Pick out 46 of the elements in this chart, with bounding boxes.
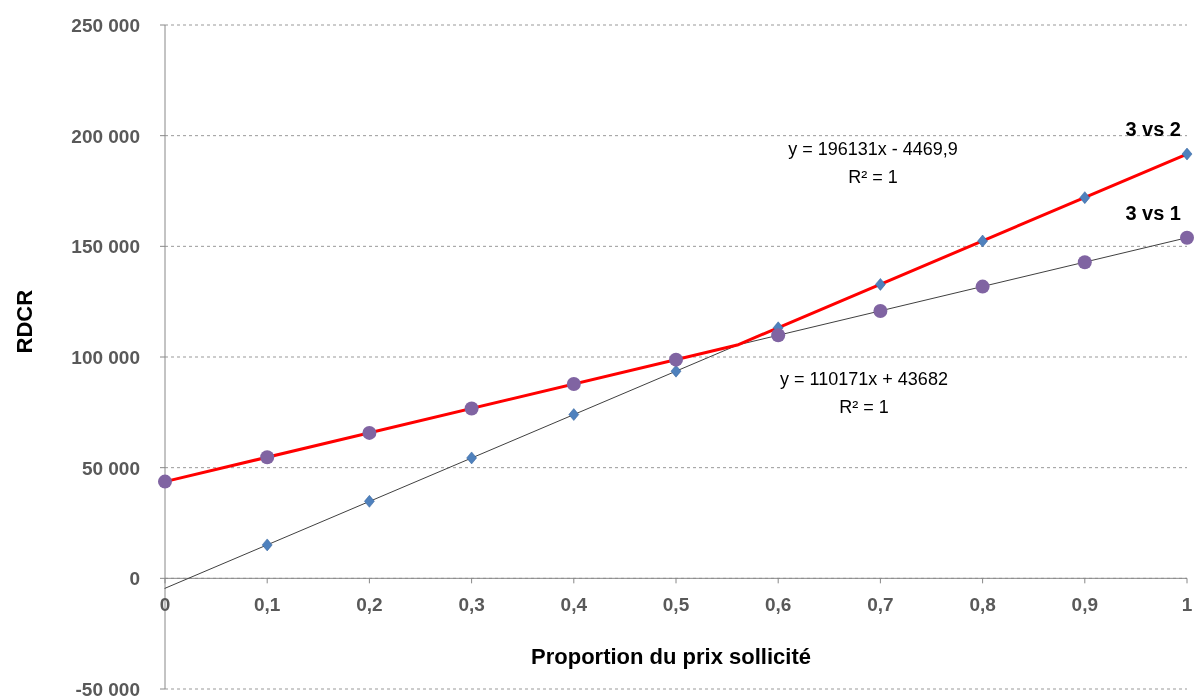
x-axis-title: Proportion du prix sollicité bbox=[531, 644, 811, 670]
x-tick-label: 0,5 bbox=[662, 594, 690, 616]
annotation: R² = 1 bbox=[848, 167, 898, 187]
point bbox=[364, 495, 375, 508]
point bbox=[566, 377, 581, 391]
point bbox=[670, 364, 682, 378]
point bbox=[1077, 255, 1092, 270]
x-tick-label: 0,8 bbox=[969, 594, 996, 616]
point bbox=[158, 474, 172, 489]
y-tick-label: -50 000 bbox=[75, 679, 140, 700]
x-tick-label: 0,7 bbox=[867, 594, 894, 616]
x-tick-label: 0,4 bbox=[560, 594, 588, 616]
x-tick-label: 1 bbox=[1181, 594, 1193, 616]
x-tick-label: 0,3 bbox=[458, 594, 485, 616]
point bbox=[875, 278, 886, 291]
series-label: 3 vs 2 bbox=[1125, 118, 1181, 141]
y-tick-label: 0 bbox=[129, 568, 140, 590]
y-tick-label: 200 000 bbox=[71, 125, 140, 147]
x-tick-label: 0,1 bbox=[253, 594, 281, 616]
y-tick-label: 50 000 bbox=[81, 457, 140, 479]
x-tick-label: 0,2 bbox=[356, 594, 383, 616]
y-tick-label: 100 000 bbox=[71, 347, 140, 368]
point bbox=[464, 401, 479, 416]
x-tick-label: 0 bbox=[159, 594, 171, 616]
point bbox=[669, 352, 683, 367]
x-tick-label: 0,6 bbox=[764, 594, 792, 616]
annotation: R² = 1 bbox=[839, 397, 889, 417]
y-axis-title: RDCR bbox=[12, 289, 37, 354]
series-label: 3 vs 1 bbox=[1125, 201, 1181, 224]
point bbox=[1079, 191, 1091, 204]
point bbox=[1180, 230, 1194, 245]
point bbox=[975, 279, 990, 294]
x-tick-label: 0,9 bbox=[1071, 594, 1099, 616]
point bbox=[977, 234, 988, 248]
point bbox=[362, 425, 377, 440]
y-tick-label: 150 000 bbox=[71, 236, 140, 258]
point bbox=[873, 303, 888, 318]
point bbox=[260, 450, 275, 465]
y-tick-label: 250 000 bbox=[71, 15, 140, 36]
annotation: y = 110171x + 43682 bbox=[780, 369, 948, 389]
point bbox=[771, 328, 786, 343]
point bbox=[261, 538, 273, 552]
point bbox=[568, 408, 580, 421]
point bbox=[466, 451, 477, 465]
annotation: y = 196131x - 4469,9 bbox=[788, 139, 958, 159]
point bbox=[1181, 147, 1193, 161]
